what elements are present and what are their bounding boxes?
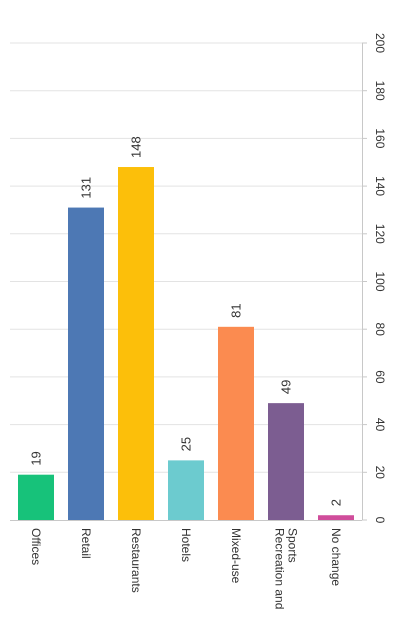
data-label: 2: [329, 499, 344, 506]
category-label: No change: [329, 528, 343, 586]
category-label: Recreation and Sports: [273, 528, 300, 609]
y-tick-label: 40: [373, 418, 387, 432]
category-labels: Offices Retail Restaurants Hotels Mixed-use R…: [29, 528, 343, 609]
gridlines: [10, 42, 362, 473]
y-tick-label: 0: [373, 517, 387, 524]
data-label: 19: [29, 451, 44, 465]
data-label: 81: [229, 303, 244, 317]
data-label: 25: [179, 437, 194, 451]
data-label: 131: [79, 177, 94, 199]
y-tick-label: 20: [373, 466, 387, 480]
y-tick-label: 100: [373, 271, 387, 291]
category-label: Mixed-use: [229, 528, 243, 584]
bar: [68, 207, 104, 520]
y-tick-label: 80: [373, 323, 387, 337]
category-label: Offices: [29, 528, 43, 565]
data-labels: 19 131 148 25 81 49 2: [29, 136, 344, 506]
category-label-line: Mixed-use: [229, 528, 243, 584]
y-tick-label: 60: [373, 370, 387, 384]
category-label-line: Offices: [29, 528, 43, 565]
bar: [18, 474, 54, 520]
category-label: Hotels: [179, 528, 193, 562]
y-axis-ticks: 0 20 40 60 80 100 120 140 160 180 200: [362, 33, 387, 524]
bar: [218, 326, 254, 520]
category-label-line: Hotels: [179, 528, 193, 562]
category-label-line: No change: [329, 528, 343, 586]
bars: [18, 167, 354, 520]
category-label-line: Sports: [286, 528, 300, 563]
data-label: 148: [129, 136, 144, 158]
data-label: 49: [279, 380, 294, 394]
y-tick-label: 200: [373, 33, 387, 53]
y-tick-label: 180: [373, 81, 387, 101]
category-label-line: Restaurants: [129, 528, 143, 593]
y-tick-label: 140: [373, 176, 387, 196]
category-label: Restaurants: [129, 528, 143, 593]
bar: [318, 515, 354, 520]
bar: [268, 403, 304, 520]
category-label-line: Recreation and: [273, 528, 287, 609]
bar: [168, 460, 204, 520]
bar: [118, 167, 154, 520]
y-tick-label: 160: [373, 128, 387, 148]
category-label-line: Retail: [79, 528, 93, 559]
y-tick-label: 120: [373, 224, 387, 244]
category-label: Retail: [79, 528, 93, 559]
